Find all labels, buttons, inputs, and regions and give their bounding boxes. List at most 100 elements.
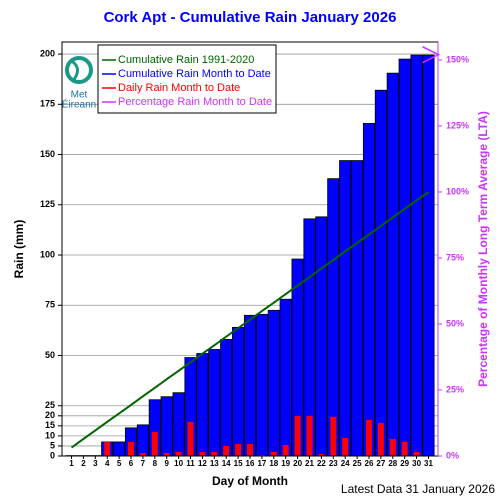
y2-tick-label: 25% bbox=[446, 384, 464, 394]
bar bbox=[139, 452, 146, 456]
x-tick-label: 13 bbox=[210, 459, 219, 468]
y-tick-label: 5 bbox=[50, 440, 55, 450]
line bbox=[70, 191, 430, 449]
y-tick-label: 150 bbox=[40, 149, 55, 159]
logo-mark bbox=[69, 58, 79, 83]
x-tick-label: 28 bbox=[388, 459, 397, 468]
bar bbox=[211, 451, 218, 456]
y-tick-label: 75 bbox=[45, 300, 55, 310]
x-tick-label: 19 bbox=[281, 459, 290, 468]
x-tick-label: 20 bbox=[293, 459, 302, 468]
y2-tick-label: 75% bbox=[446, 252, 464, 262]
bar bbox=[199, 451, 206, 456]
x-tick-label: 27 bbox=[376, 459, 385, 468]
bar bbox=[401, 441, 408, 456]
bar bbox=[128, 441, 134, 456]
bar bbox=[187, 421, 194, 456]
bar bbox=[175, 451, 182, 456]
x-tick-label: 7 bbox=[141, 459, 146, 468]
legend-label: Cumulative Rain Month to Date bbox=[118, 68, 271, 80]
x-tick-label: 3 bbox=[93, 459, 98, 468]
bar bbox=[362, 122, 376, 457]
y2-tick-label: 100% bbox=[446, 186, 469, 196]
bar bbox=[413, 451, 420, 456]
y2-tick-label: 0% bbox=[446, 450, 459, 460]
x-tick-label: 22 bbox=[317, 459, 326, 468]
x-tick-label: 16 bbox=[246, 459, 255, 468]
x-tick-label: 25 bbox=[353, 459, 362, 468]
x-tick-label: 12 bbox=[198, 459, 207, 468]
y2-tick-label: 150% bbox=[446, 54, 469, 64]
x-tick-label: 23 bbox=[329, 459, 338, 468]
bar bbox=[243, 314, 257, 457]
x-tick-label: 8 bbox=[153, 459, 158, 468]
y-tick-label: 125 bbox=[40, 199, 55, 209]
bar bbox=[410, 54, 423, 457]
bar bbox=[306, 415, 313, 456]
x-tick-label: 30 bbox=[412, 459, 421, 468]
bar bbox=[339, 160, 352, 457]
x-axis-label: Day of Month bbox=[212, 474, 288, 488]
logo-text: Met bbox=[71, 90, 88, 101]
y2-axis-label: Percentage of Monthly Long Term Average … bbox=[476, 111, 490, 387]
bar bbox=[318, 453, 325, 456]
bar bbox=[255, 313, 268, 457]
bar bbox=[327, 178, 340, 457]
bar bbox=[315, 216, 328, 457]
logo-mark bbox=[65, 56, 93, 84]
x-tick-label: 11 bbox=[186, 459, 195, 468]
y-tick-label: 200 bbox=[40, 48, 55, 58]
bar bbox=[330, 416, 337, 456]
bar bbox=[232, 326, 245, 457]
bar bbox=[267, 309, 280, 457]
bar bbox=[163, 452, 170, 456]
legend-label: Daily Rain Month to Date bbox=[118, 82, 240, 94]
x-tick-label: 1 bbox=[69, 459, 74, 468]
x-tick-label: 21 bbox=[305, 459, 314, 468]
bar bbox=[113, 441, 126, 457]
bar bbox=[196, 353, 209, 457]
bar bbox=[258, 454, 265, 456]
x-tick-label: 15 bbox=[234, 459, 243, 468]
y2-tick-label: 125% bbox=[446, 120, 469, 130]
bar bbox=[374, 89, 387, 457]
y2-tick-label: 50% bbox=[446, 318, 464, 328]
y-tick-label: 50 bbox=[45, 350, 55, 360]
bar bbox=[398, 58, 411, 457]
x-tick-label: 24 bbox=[341, 459, 350, 468]
legend-label: Cumulative Rain 1991-2020 bbox=[118, 54, 254, 66]
bar bbox=[351, 160, 364, 457]
bar bbox=[136, 424, 149, 457]
x-tick-label: 4 bbox=[105, 459, 110, 468]
bar bbox=[223, 445, 230, 456]
x-tick-label: 17 bbox=[257, 459, 266, 468]
y-tick-label: 175 bbox=[40, 99, 55, 109]
bar bbox=[247, 443, 253, 456]
x-tick-label: 9 bbox=[164, 459, 169, 468]
bar bbox=[172, 392, 185, 457]
x-tick-label: 29 bbox=[400, 459, 409, 468]
bar bbox=[342, 437, 349, 456]
bar bbox=[389, 438, 396, 456]
x-tick-label: 10 bbox=[174, 459, 183, 468]
x-tick-label: 6 bbox=[129, 459, 134, 468]
footer: Latest Data 31 January 2026 bbox=[341, 482, 495, 496]
x-tick-label: 14 bbox=[222, 459, 231, 468]
chart-title: Cork Apt - Cumulative Rain January 2026 bbox=[104, 9, 397, 26]
y-axis-label: Rain (mm) bbox=[12, 220, 26, 279]
bar bbox=[377, 422, 384, 456]
y-tick-label: 15 bbox=[45, 420, 55, 430]
bar bbox=[151, 431, 158, 456]
x-tick-label: 2 bbox=[81, 459, 86, 468]
y-tick-label: 10 bbox=[45, 430, 55, 440]
legend-box bbox=[97, 44, 277, 114]
x-tick-label: 31 bbox=[424, 459, 433, 468]
bar bbox=[270, 451, 277, 456]
y-tick-label: 20 bbox=[45, 410, 55, 420]
legend-label: Percentage Rain Month to Date bbox=[118, 96, 272, 108]
x-tick-label: 5 bbox=[117, 459, 122, 468]
bar bbox=[235, 443, 242, 456]
bar bbox=[282, 444, 289, 456]
bar bbox=[386, 72, 399, 457]
